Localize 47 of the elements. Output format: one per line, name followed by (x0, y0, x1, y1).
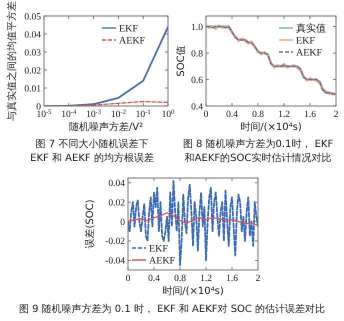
x-axis-title: 时间/(×10⁴s) (240, 121, 302, 133)
y-tick-label: -0.04 (105, 256, 126, 267)
x-tick-label: 10$^{-3}$ (86, 108, 102, 120)
y-axis-title: 与真实值之间的均值平方差 (6, 1, 18, 121)
x-axis-title: 时间/(×10⁴s) (162, 285, 224, 297)
text: EKF 和 AEKF 的均方根误差 (30, 152, 154, 164)
y-tick-label: 1.0 (191, 22, 204, 33)
x-axis-title: 随机噪声方差/V² (68, 121, 144, 133)
x-tick-label: 10$^{-4}$ (61, 108, 77, 120)
y-tick-label: 0.04 (24, 30, 42, 40)
legend-label: EKF (296, 36, 316, 46)
y-axis-title: 误差(SOC) (84, 199, 96, 249)
x-tick-label: 1.6 (304, 110, 316, 120)
y-tick-label: 0.8 (191, 49, 204, 60)
y-tick-label: 0.02 (24, 66, 42, 76)
y-tick-label: 0.04 (108, 179, 126, 190)
x-tick-label: 0.8 (174, 274, 186, 284)
y-tick-label: 0.4 (191, 102, 204, 112)
legend-label: EKF (149, 244, 168, 254)
x-tick-label: 0.8 (252, 110, 264, 120)
y-tick-label: 0 (120, 218, 126, 228)
x-tick-label: 2 (256, 274, 261, 284)
x-tick-label: 10$^{-2}$ (110, 108, 126, 120)
text: 和AEKF的SOC实时估计情况对比 (184, 152, 332, 164)
x-tick-label: 1.2 (200, 274, 212, 284)
x-tick-label: 10$^{-1}$ (136, 108, 151, 120)
x-tick-label: 1.6 (226, 274, 238, 284)
legend-label: AEKF (296, 48, 323, 58)
y-tick-label: 0.05 (24, 12, 42, 22)
caption: 图 7 不同大小随机误差下 (36, 138, 148, 150)
caption: 图 8 随机噪声方差为0.1时， EKF (182, 138, 334, 150)
x-tick-label: 2 (334, 110, 339, 120)
x-tick-label: 1.2 (278, 110, 290, 120)
legend-label: AEKF (149, 256, 176, 266)
legend-label: EKF (119, 24, 138, 34)
x-tick-label: 0.4 (226, 110, 238, 120)
legend-label: AEKF (119, 36, 146, 46)
x-tick-label: 10$^{0}$ (162, 108, 176, 120)
caption: 图 9 随机噪声方差为 0.1 时， EKF 和 AEKF对 SOC 的估计误差对比 (18, 303, 326, 315)
y-tick-label: -0.02 (105, 237, 126, 248)
y-tick-label: 0.01 (24, 84, 42, 94)
y-tick-label: 0.6 (191, 76, 204, 86)
y-axis-title: SOC值 (176, 45, 186, 77)
y-tick-label: 0.03 (24, 48, 42, 58)
legend-label: 真实值 (296, 22, 326, 34)
x-tick-label: 0.4 (148, 274, 160, 284)
y-tick-label: 0.02 (108, 198, 126, 209)
